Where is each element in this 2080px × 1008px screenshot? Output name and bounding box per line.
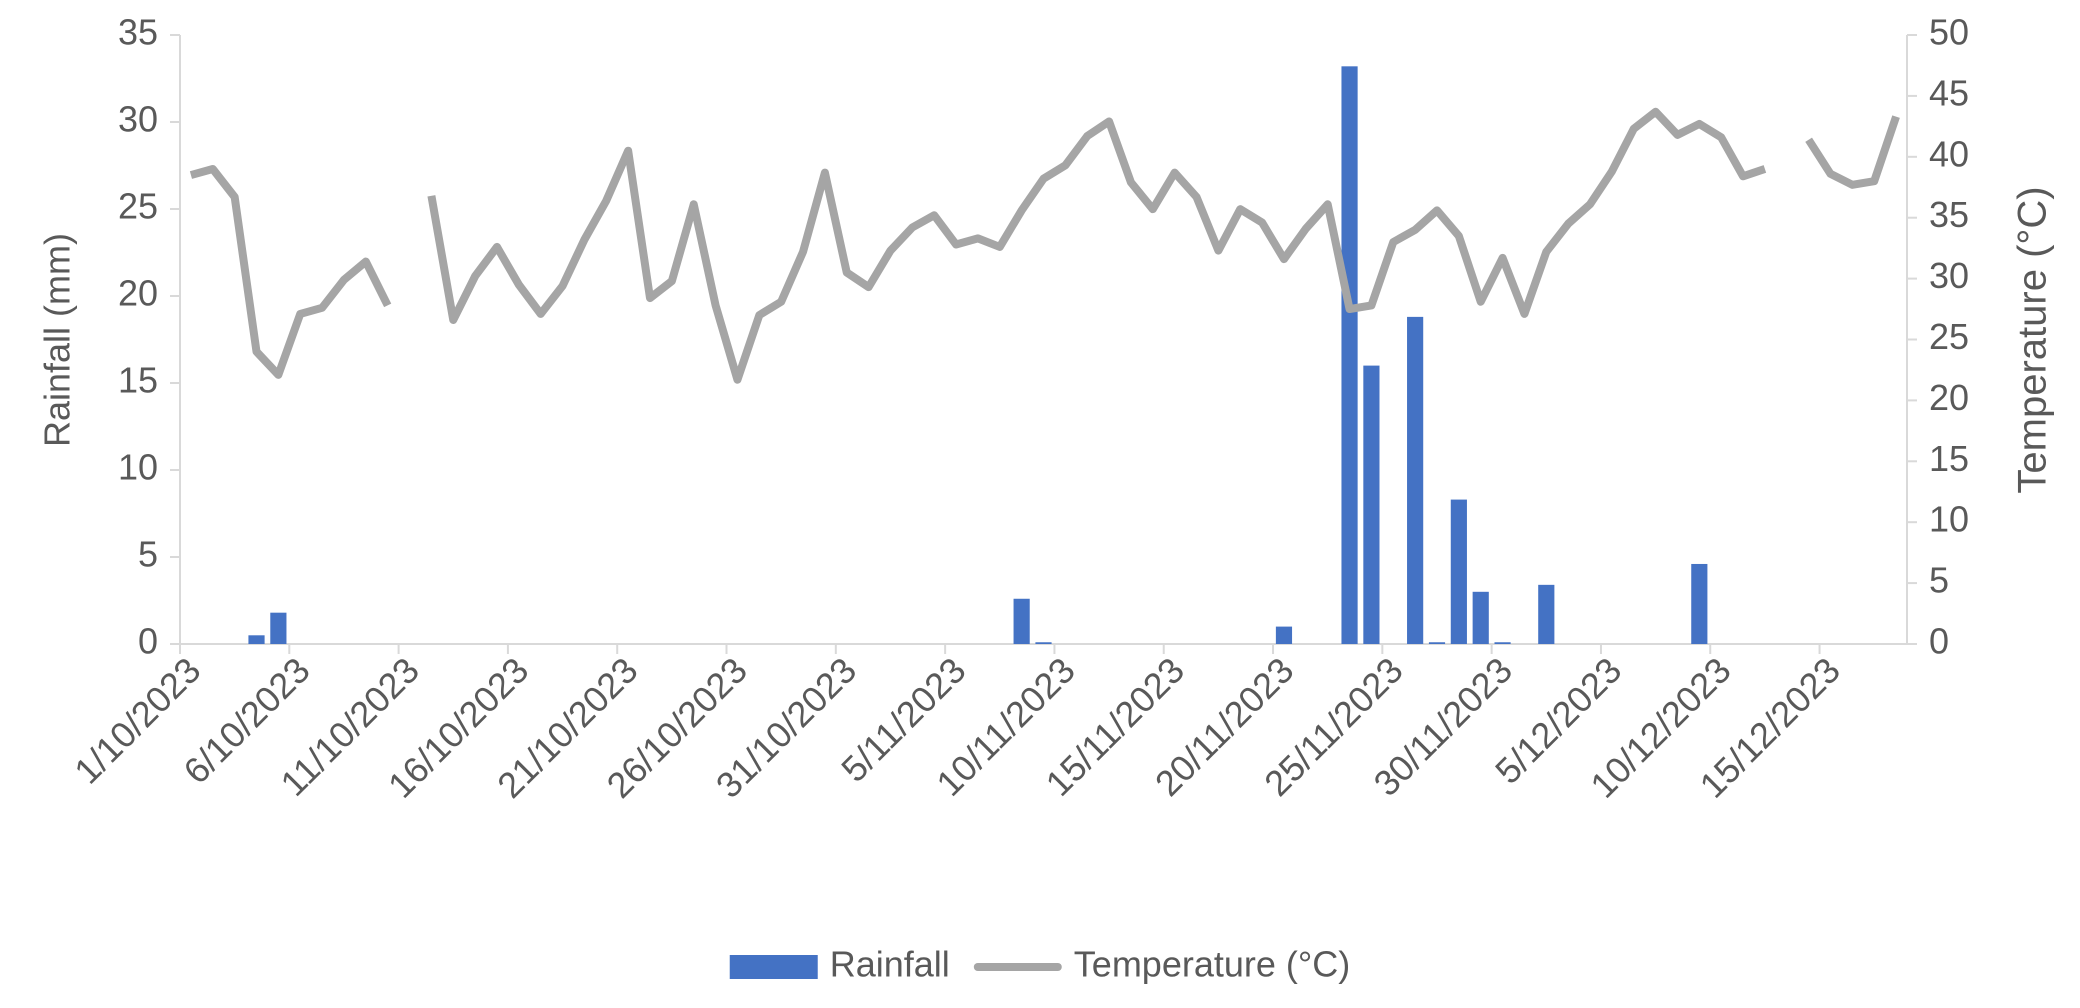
bar <box>1035 642 1052 644</box>
line <box>189 107 1900 384</box>
y2-tick-label: 5 <box>1929 560 1949 601</box>
y-tick-label: 5 <box>138 534 158 575</box>
bar <box>1407 316 1424 644</box>
y-tick-label: 30 <box>118 99 158 140</box>
legend-swatch <box>729 955 818 979</box>
y2-tick-label: 40 <box>1929 133 1969 174</box>
y2-tick-label: 25 <box>1929 316 1969 357</box>
y2-tick-label: 30 <box>1929 255 1969 296</box>
bar <box>1428 642 1446 644</box>
bar <box>1691 563 1708 644</box>
y2-axis-label: Temperature (°C) <box>2011 186 2055 493</box>
y2-tick-label: 10 <box>1929 499 1969 540</box>
bar <box>1450 499 1467 644</box>
bar <box>1538 584 1555 644</box>
y-tick-label: 35 <box>118 12 158 53</box>
y2-tick-label: 35 <box>1929 194 1969 235</box>
y2-tick-label: 0 <box>1929 621 1949 662</box>
bar <box>1494 642 1511 644</box>
bar <box>1013 598 1030 644</box>
bar <box>1341 66 1358 644</box>
bar <box>248 635 265 644</box>
legend-label: Rainfall <box>830 944 950 985</box>
y-tick-label: 25 <box>118 186 158 227</box>
bar <box>1472 591 1489 644</box>
y2-tick-label: 20 <box>1929 377 1969 418</box>
y-tick-label: 0 <box>138 621 158 662</box>
y-tick-label: 15 <box>118 360 158 401</box>
y-axis-label: Rainfall (mm) <box>37 233 78 447</box>
y2-tick-label: 45 <box>1929 72 1969 113</box>
bar <box>1363 365 1380 644</box>
y2-tick-label: 15 <box>1929 438 1969 479</box>
legend-label: Temperature (°C) <box>1074 944 1350 985</box>
y2-tick-label: 50 <box>1929 12 1969 53</box>
bar <box>1275 626 1293 644</box>
bar <box>270 612 287 644</box>
y-tick-label: 10 <box>118 447 158 488</box>
y-tick-label: 20 <box>118 273 158 314</box>
